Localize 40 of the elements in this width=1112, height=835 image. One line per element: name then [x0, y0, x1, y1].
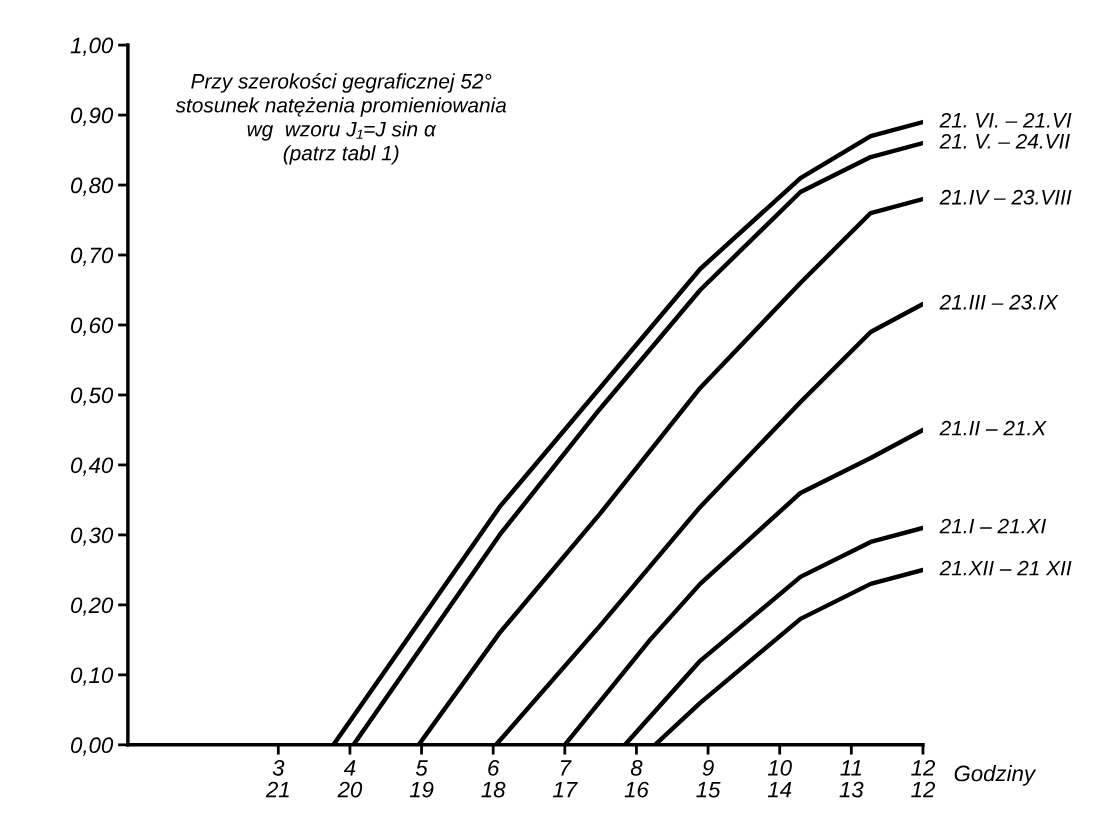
y-tick-label: 0,00	[71, 737, 114, 756]
x2-tick-label: 18	[481, 781, 506, 798]
y-tick-label: 0,10	[71, 667, 114, 686]
y-tick-label: 1,00	[70, 37, 114, 56]
x-axis-title: Godziny	[954, 765, 1037, 786]
x-tick-label: 10	[767, 759, 792, 776]
y-tick-label: 0,80	[71, 177, 114, 196]
x-tick-label: 6	[488, 759, 500, 776]
x2-tick-label: 14	[767, 781, 792, 798]
x-tick-label: 9	[702, 759, 714, 776]
x-tick-label: 8	[630, 760, 643, 776]
series-label: 21.III – 23.IX	[939, 294, 1059, 310]
series-label: 21.IV – 23.VIII	[939, 189, 1072, 205]
y-tick-label: 0,50	[71, 387, 114, 406]
annotation: Przy szerokości gegraficznej 52° stosunek natężenia promieniowania wg wzoru J₁=J sin α (patrz tabl 1)	[175, 73, 507, 165]
x2-tick-label: 19	[409, 781, 434, 798]
y-tick-label: 0,90	[71, 107, 114, 126]
series-label: 21. V. – 24.VII	[939, 133, 1070, 149]
x-tick-label: 7	[560, 760, 572, 776]
series-label: 21.XII – 21 XII	[939, 560, 1072, 576]
y-tick-label: 0,20	[71, 597, 114, 616]
x2-tick-label: 20	[337, 781, 363, 798]
x2-tick-label: 12	[911, 781, 935, 798]
x2-tick-label: 16	[624, 781, 649, 798]
x-tick-label: 4	[343, 760, 356, 776]
x2-tick-label: 13	[839, 781, 864, 798]
series-label: 21. VI. – 21.VI	[939, 112, 1072, 128]
x-tick-label: 11	[840, 760, 861, 776]
x-tick-label: 12	[911, 759, 935, 776]
y-tick-label: 0,40	[71, 457, 114, 476]
x-tick-label: 5	[415, 760, 428, 776]
y-tick-label: 0,30	[71, 527, 114, 546]
x-tick-label: 3	[272, 759, 285, 776]
y-tick-label: 0,70	[71, 247, 114, 266]
y-tick-label: 0,60	[71, 317, 114, 336]
x2-tick-label: 15	[696, 781, 721, 798]
x2-tick-label: 17	[553, 781, 578, 798]
series-label: 21.II – 21.X	[939, 420, 1047, 436]
series-label: 21.I – 21.XI	[939, 518, 1046, 534]
x2-tick-label: 21	[265, 781, 289, 798]
